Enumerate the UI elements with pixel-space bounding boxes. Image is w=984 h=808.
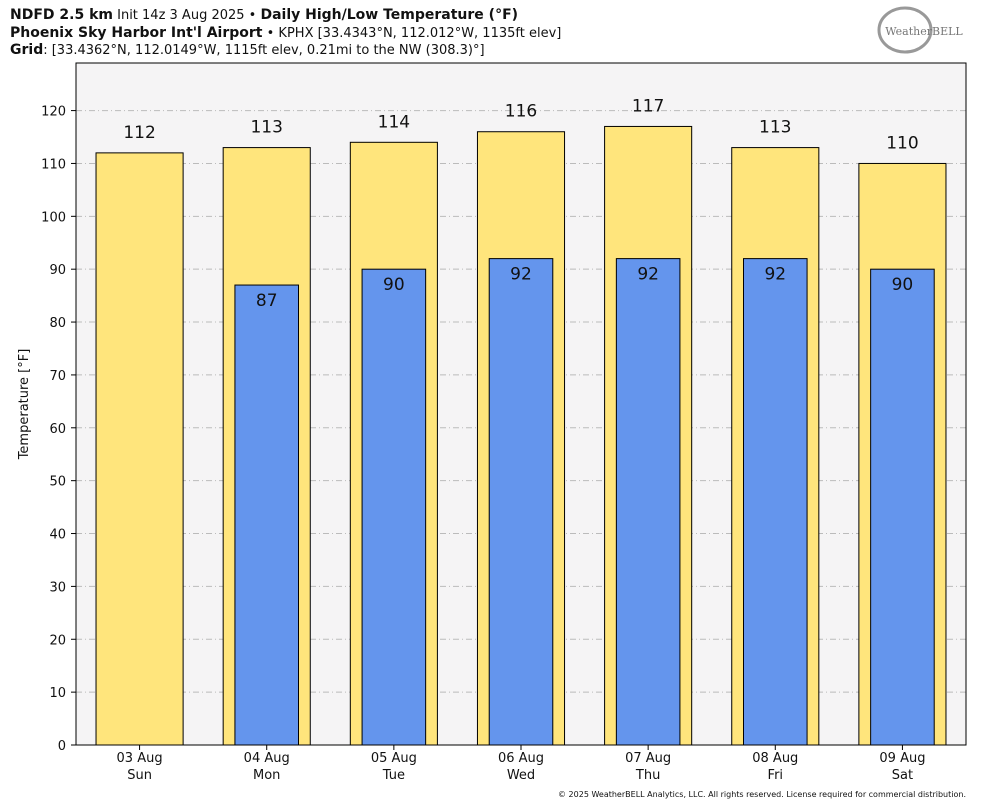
header-text: Init 14z 3 Aug 2025 • (113, 8, 260, 23)
y-axis-label: Temperature [°F] (17, 349, 32, 461)
bar (234, 284, 300, 746)
bar (488, 258, 554, 746)
y-tick-label: 50 (49, 475, 66, 490)
x-tick-label: Wed (507, 768, 535, 783)
header-text: Daily High/Low Temperature (°F) (260, 7, 518, 23)
y-tick-label: 80 (49, 316, 66, 331)
y-tick-label: 110 (41, 157, 66, 172)
x-tick-label: Sat (892, 768, 913, 783)
bar (95, 152, 184, 746)
data-label: 90 (383, 275, 405, 295)
data-label: 92 (764, 265, 786, 285)
data-label: 110 (886, 133, 918, 153)
data-label: 114 (378, 112, 410, 132)
bar (361, 268, 427, 746)
data-label: 92 (510, 265, 532, 285)
header-text: Grid (10, 42, 43, 58)
data-label: 112 (123, 123, 155, 143)
header-text: • KPHX [33.4343°N, 112.012°W, 1135ft ele… (263, 26, 562, 41)
y-tick-label: 70 (49, 369, 66, 384)
x-tick-label: Thu (635, 768, 660, 783)
data-label: 90 (892, 275, 914, 295)
logo-mark (877, 6, 933, 54)
x-tick-label: 05 Aug (371, 751, 417, 766)
bar (615, 258, 681, 746)
y-tick-label: 90 (49, 263, 66, 278)
x-tick-label: 08 Aug (752, 751, 798, 766)
header-line-1: NDFD 2.5 km Init 14z 3 Aug 2025 • Daily … (10, 7, 518, 23)
logo: WeatherBELL (885, 25, 963, 38)
y-tick-label: 0 (58, 739, 66, 754)
x-tick-label: 03 Aug (117, 751, 163, 766)
plot-frame (75, 62, 967, 746)
x-tick-label: 09 Aug (879, 751, 925, 766)
y-tick-label: 100 (41, 210, 66, 225)
x-tick-label: 07 Aug (625, 751, 671, 766)
data-label: 113 (759, 118, 791, 138)
y-tick-label: 60 (49, 422, 66, 437)
data-label: 92 (637, 265, 659, 285)
y-tick-label: 40 (49, 528, 66, 543)
y-tick-label: 120 (41, 105, 66, 120)
y-tick-label: 20 (49, 633, 66, 648)
x-tick-label: Fri (768, 768, 784, 783)
bar (743, 258, 808, 746)
bar (870, 268, 935, 746)
footer: © 2025 WeatherBELL Analytics, LLC. All r… (558, 790, 966, 799)
x-tick-label: Sun (127, 768, 152, 783)
data-label: 117 (632, 96, 664, 116)
data-label: 87 (256, 291, 278, 311)
plot: 0 10 20 30 40 50 60 70 80 90 100 110 120 03 Aug Sun 112… (41, 96, 966, 783)
x-tick-label: 06 Aug (498, 751, 544, 766)
x-tick-label: Mon (253, 768, 280, 783)
y-tick-label: 30 (49, 580, 66, 595)
header-text: Phoenix Sky Harbor Int'l Airport (10, 25, 263, 41)
header-line-3: Grid: [33.4362°N, 112.0149°W, 1115ft ele… (10, 42, 485, 58)
header-text: : [33.4362°N, 112.0149°W, 1115ft elev, 0… (43, 43, 484, 58)
data-label: 116 (505, 102, 537, 122)
x-tick-label: 04 Aug (244, 751, 290, 766)
data-label: 113 (250, 118, 282, 138)
header-line-2: Phoenix Sky Harbor Int'l Airport • KPHX … (10, 25, 561, 41)
y-tick-label: 10 (49, 686, 66, 701)
x-tick-label: Tue (382, 768, 405, 783)
header-text: NDFD 2.5 km (10, 7, 113, 23)
